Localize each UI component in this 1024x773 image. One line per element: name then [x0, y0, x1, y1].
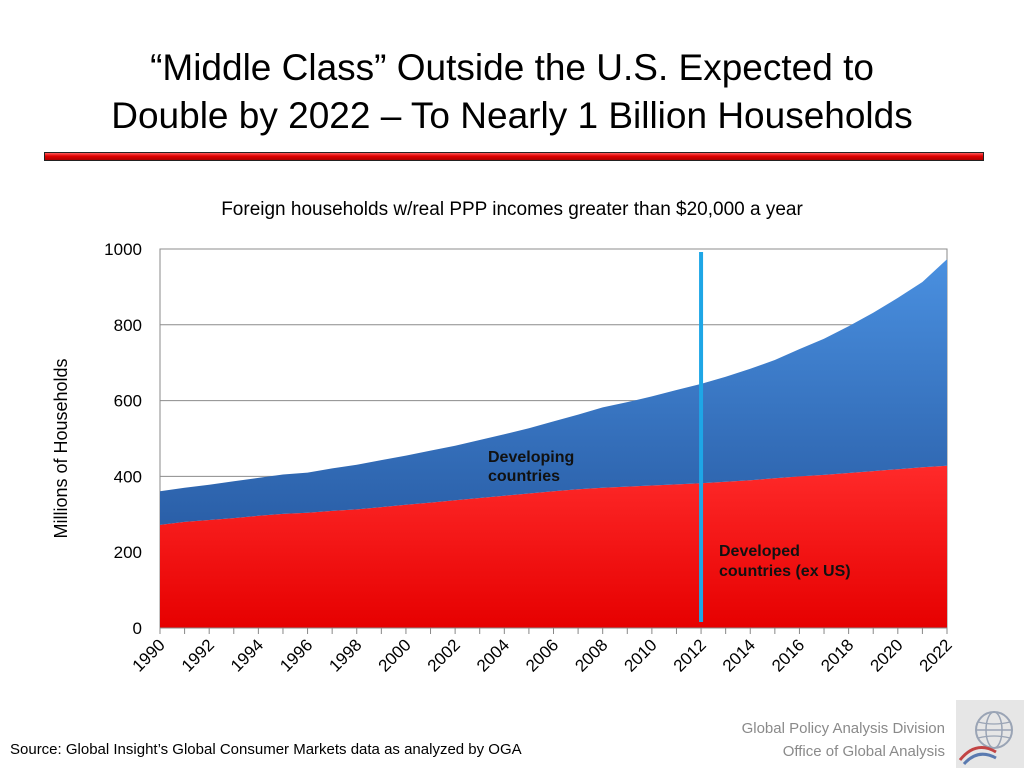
x-tick-label-2010: 2010 [621, 635, 661, 675]
y-tick-label-800: 800 [114, 316, 142, 335]
label-developing-line-2: countries [488, 468, 560, 485]
source-note: Source: Global Insight’s Global Consumer… [10, 741, 522, 758]
x-tick-label-2014: 2014 [719, 635, 759, 675]
x-tick-label-2002: 2002 [424, 635, 464, 675]
globe-logo [956, 700, 1024, 768]
y-tick-label-1000: 1000 [104, 240, 142, 259]
x-tick-label-2022: 2022 [916, 635, 956, 675]
label-developed-line-2: countries (ex US) [719, 563, 851, 580]
slide-title-line-1: “Middle Class” Outside the U.S. Expected… [150, 47, 874, 88]
title-divider-bar [44, 152, 984, 161]
x-tick-label-2000: 2000 [375, 635, 415, 675]
y-axis-title: Millions of Households [51, 358, 71, 538]
area-series-developing [160, 259, 947, 525]
x-tick-label-2012: 2012 [670, 635, 710, 675]
x-tick-label-1998: 1998 [325, 635, 365, 675]
chart-subtitle: Foreign households w/real PPP incomes gr… [221, 199, 803, 220]
x-tick-label-1990: 1990 [129, 635, 169, 675]
globe-icon [958, 711, 1013, 766]
x-tick-label-2006: 2006 [522, 635, 562, 675]
y-tick-label-600: 600 [114, 392, 142, 411]
y-tick-label-400: 400 [114, 467, 142, 486]
y-tick-label-0: 0 [133, 619, 142, 638]
y-tick-label-200: 200 [114, 543, 142, 562]
area-series-developed [160, 465, 947, 628]
x-tick-label-2020: 2020 [866, 635, 906, 675]
label-developed-line-1: Developed [719, 543, 800, 560]
x-tick-label-2016: 2016 [768, 635, 808, 675]
x-tick-label-1992: 1992 [178, 635, 218, 675]
slide-title: “Middle Class” Outside the U.S. Expected… [20, 44, 1004, 140]
x-tick-label-1996: 1996 [276, 635, 316, 675]
x-tick-label-1994: 1994 [227, 635, 267, 675]
slide-title-line-2: Double by 2022 – To Nearly 1 Billion Hou… [111, 95, 913, 136]
division-name: Global Policy Analysis Division [741, 720, 945, 737]
x-tick-label-2018: 2018 [817, 635, 857, 675]
x-tick-label-2008: 2008 [571, 635, 611, 675]
division-credit: Global Policy Analysis Division Office o… [742, 717, 945, 763]
x-tick-label-2004: 2004 [473, 635, 513, 675]
office-name: Office of Global Analysis [782, 743, 945, 760]
label-developing-line-1: Developing [488, 449, 574, 466]
